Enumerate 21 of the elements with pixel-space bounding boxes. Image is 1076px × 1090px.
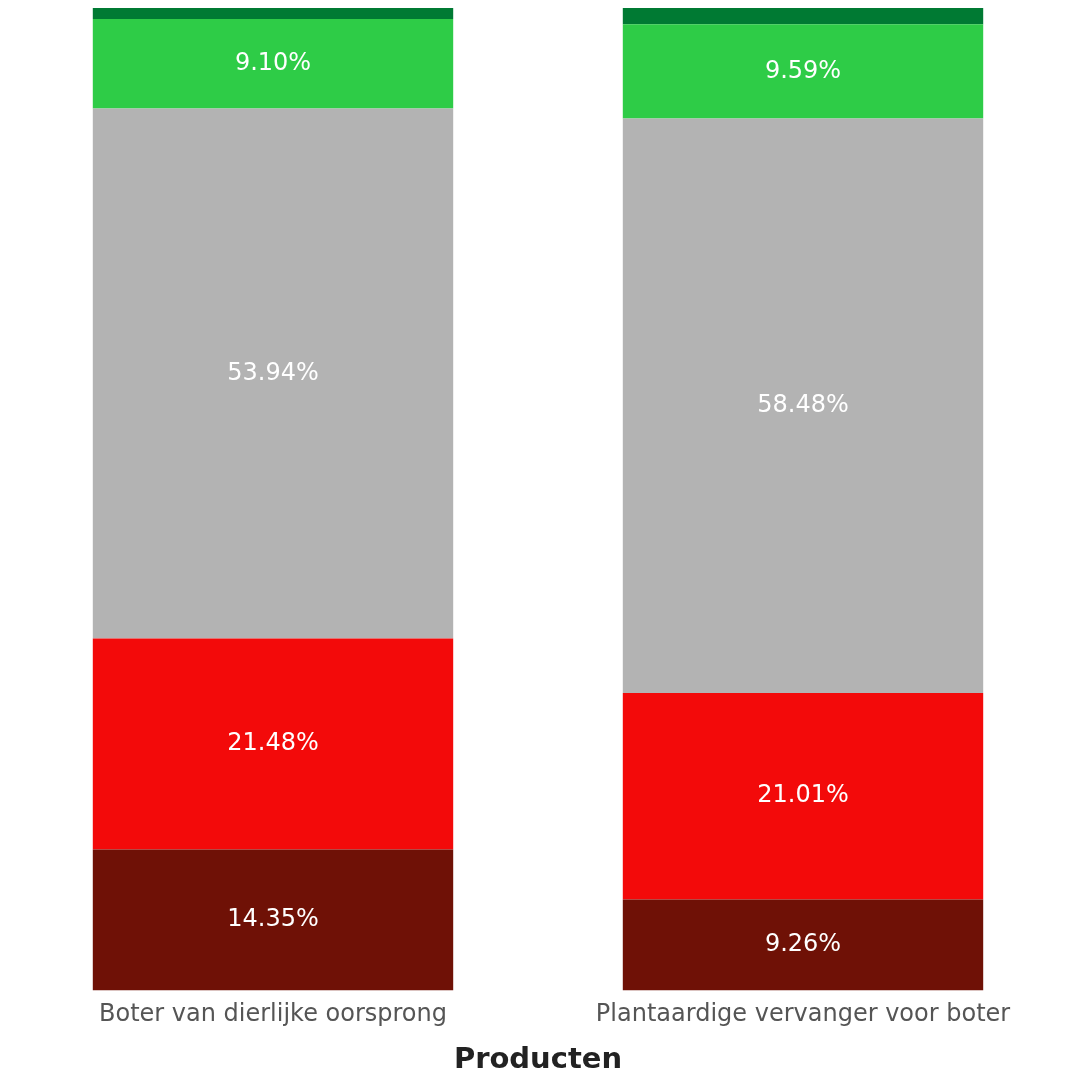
data-label: 21.01% bbox=[757, 780, 849, 809]
bar bbox=[622, 24, 984, 119]
data-label: 9.10% bbox=[234, 48, 312, 77]
data-label: 9.59% bbox=[764, 55, 842, 84]
data-label: 14.35% bbox=[227, 904, 319, 933]
bar bbox=[622, 8, 984, 25]
bar bbox=[622, 693, 984, 900]
bar bbox=[622, 899, 984, 991]
data-label: 53.94% bbox=[227, 357, 319, 386]
bar bbox=[92, 8, 454, 20]
x-axis-title: Producten bbox=[453, 1041, 623, 1076]
data-label: 9.26% bbox=[764, 929, 842, 958]
data-label: 58.48% bbox=[757, 390, 849, 419]
x-tick-label: Plantaardige vervanger voor boter bbox=[595, 999, 1011, 1028]
bar bbox=[622, 118, 984, 694]
data-label: 21.48% bbox=[227, 728, 319, 757]
bar bbox=[92, 638, 454, 850]
bar bbox=[92, 19, 454, 109]
x-tick-label: Boter van dierlijke oorsprong bbox=[99, 999, 447, 1028]
bar bbox=[92, 108, 454, 639]
bar bbox=[92, 849, 454, 991]
